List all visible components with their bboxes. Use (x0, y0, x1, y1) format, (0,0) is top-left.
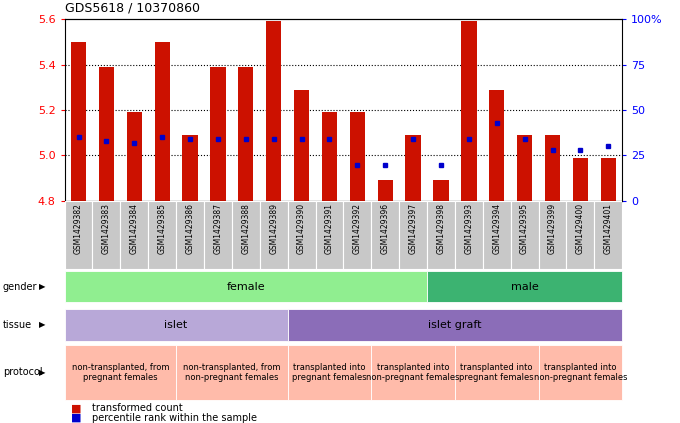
Bar (461, 21, 477, 201)
Bar (288, 201, 316, 269)
Text: ▶: ▶ (39, 368, 46, 377)
Bar (182, 135, 198, 201)
Text: ■: ■ (71, 403, 82, 413)
Text: GSM1429396: GSM1429396 (381, 203, 390, 254)
Text: transplanted into
non-pregnant females: transplanted into non-pregnant females (534, 363, 627, 382)
Text: transplanted into
pregnant females: transplanted into pregnant females (460, 363, 534, 382)
Text: non-transplanted, from
pregnant females: non-transplanted, from pregnant females (71, 363, 169, 382)
Bar (154, 42, 170, 201)
Bar (427, 201, 455, 269)
Text: male: male (511, 282, 539, 291)
Text: GSM1429395: GSM1429395 (520, 203, 529, 254)
Text: female: female (226, 282, 265, 291)
Text: GSM1429392: GSM1429392 (353, 203, 362, 254)
Bar (92, 201, 120, 269)
Text: GSM1429390: GSM1429390 (297, 203, 306, 254)
Text: GSM1429386: GSM1429386 (186, 203, 194, 254)
Text: transplanted into
pregnant females: transplanted into pregnant females (292, 363, 367, 382)
Bar (294, 90, 309, 201)
Text: GSM1429382: GSM1429382 (74, 203, 83, 254)
Bar (594, 201, 622, 269)
Text: tissue: tissue (3, 320, 32, 330)
Bar (539, 201, 566, 269)
Text: protocol: protocol (3, 367, 42, 377)
Bar (573, 158, 588, 201)
Text: GSM1429393: GSM1429393 (464, 203, 473, 254)
Text: GSM1429399: GSM1429399 (548, 203, 557, 254)
Bar (371, 201, 399, 269)
Text: percentile rank within the sample: percentile rank within the sample (92, 413, 257, 423)
Bar (71, 42, 86, 201)
Text: gender: gender (3, 282, 37, 291)
Text: GSM1429398: GSM1429398 (437, 203, 445, 254)
Text: transplanted into
non-pregnant females: transplanted into non-pregnant females (367, 363, 460, 382)
Bar (232, 201, 260, 269)
Text: GSM1429384: GSM1429384 (130, 203, 139, 254)
Text: ▶: ▶ (39, 320, 46, 329)
Text: islet: islet (165, 320, 188, 330)
Bar (126, 112, 142, 201)
Text: GSM1429389: GSM1429389 (269, 203, 278, 254)
Bar (489, 90, 505, 201)
Bar (455, 201, 483, 269)
Bar (350, 112, 365, 201)
Bar (266, 21, 282, 201)
Text: transformed count: transformed count (92, 403, 182, 413)
Text: GSM1429400: GSM1429400 (576, 203, 585, 254)
Bar (566, 201, 594, 269)
Bar (204, 201, 232, 269)
Bar (433, 181, 449, 201)
Bar (210, 67, 226, 201)
Bar (399, 201, 427, 269)
Bar (545, 135, 560, 201)
Bar (483, 201, 511, 269)
Text: GSM1429394: GSM1429394 (492, 203, 501, 254)
Text: GSM1429397: GSM1429397 (409, 203, 418, 254)
Text: GSM1429388: GSM1429388 (241, 203, 250, 254)
Bar (148, 201, 176, 269)
Bar (260, 201, 288, 269)
Bar (176, 201, 204, 269)
Text: GSM1429383: GSM1429383 (102, 203, 111, 254)
Bar (377, 181, 393, 201)
Bar (65, 201, 92, 269)
Text: GSM1429387: GSM1429387 (214, 203, 222, 254)
Bar (316, 201, 343, 269)
Bar (405, 135, 421, 201)
Bar (511, 201, 539, 269)
Bar (238, 67, 254, 201)
Bar (322, 112, 337, 201)
Text: GSM1429391: GSM1429391 (325, 203, 334, 254)
Bar (99, 67, 114, 201)
Bar (343, 201, 371, 269)
Text: non-transplanted, from
non-pregnant females: non-transplanted, from non-pregnant fema… (183, 363, 281, 382)
Text: islet graft: islet graft (428, 320, 481, 330)
Text: GSM1429385: GSM1429385 (158, 203, 167, 254)
Text: GDS5618 / 10370860: GDS5618 / 10370860 (65, 2, 200, 15)
Text: ▶: ▶ (39, 282, 46, 291)
Text: ■: ■ (71, 413, 82, 423)
Bar (600, 158, 616, 201)
Bar (517, 135, 532, 201)
Text: GSM1429401: GSM1429401 (604, 203, 613, 254)
Bar (120, 201, 148, 269)
